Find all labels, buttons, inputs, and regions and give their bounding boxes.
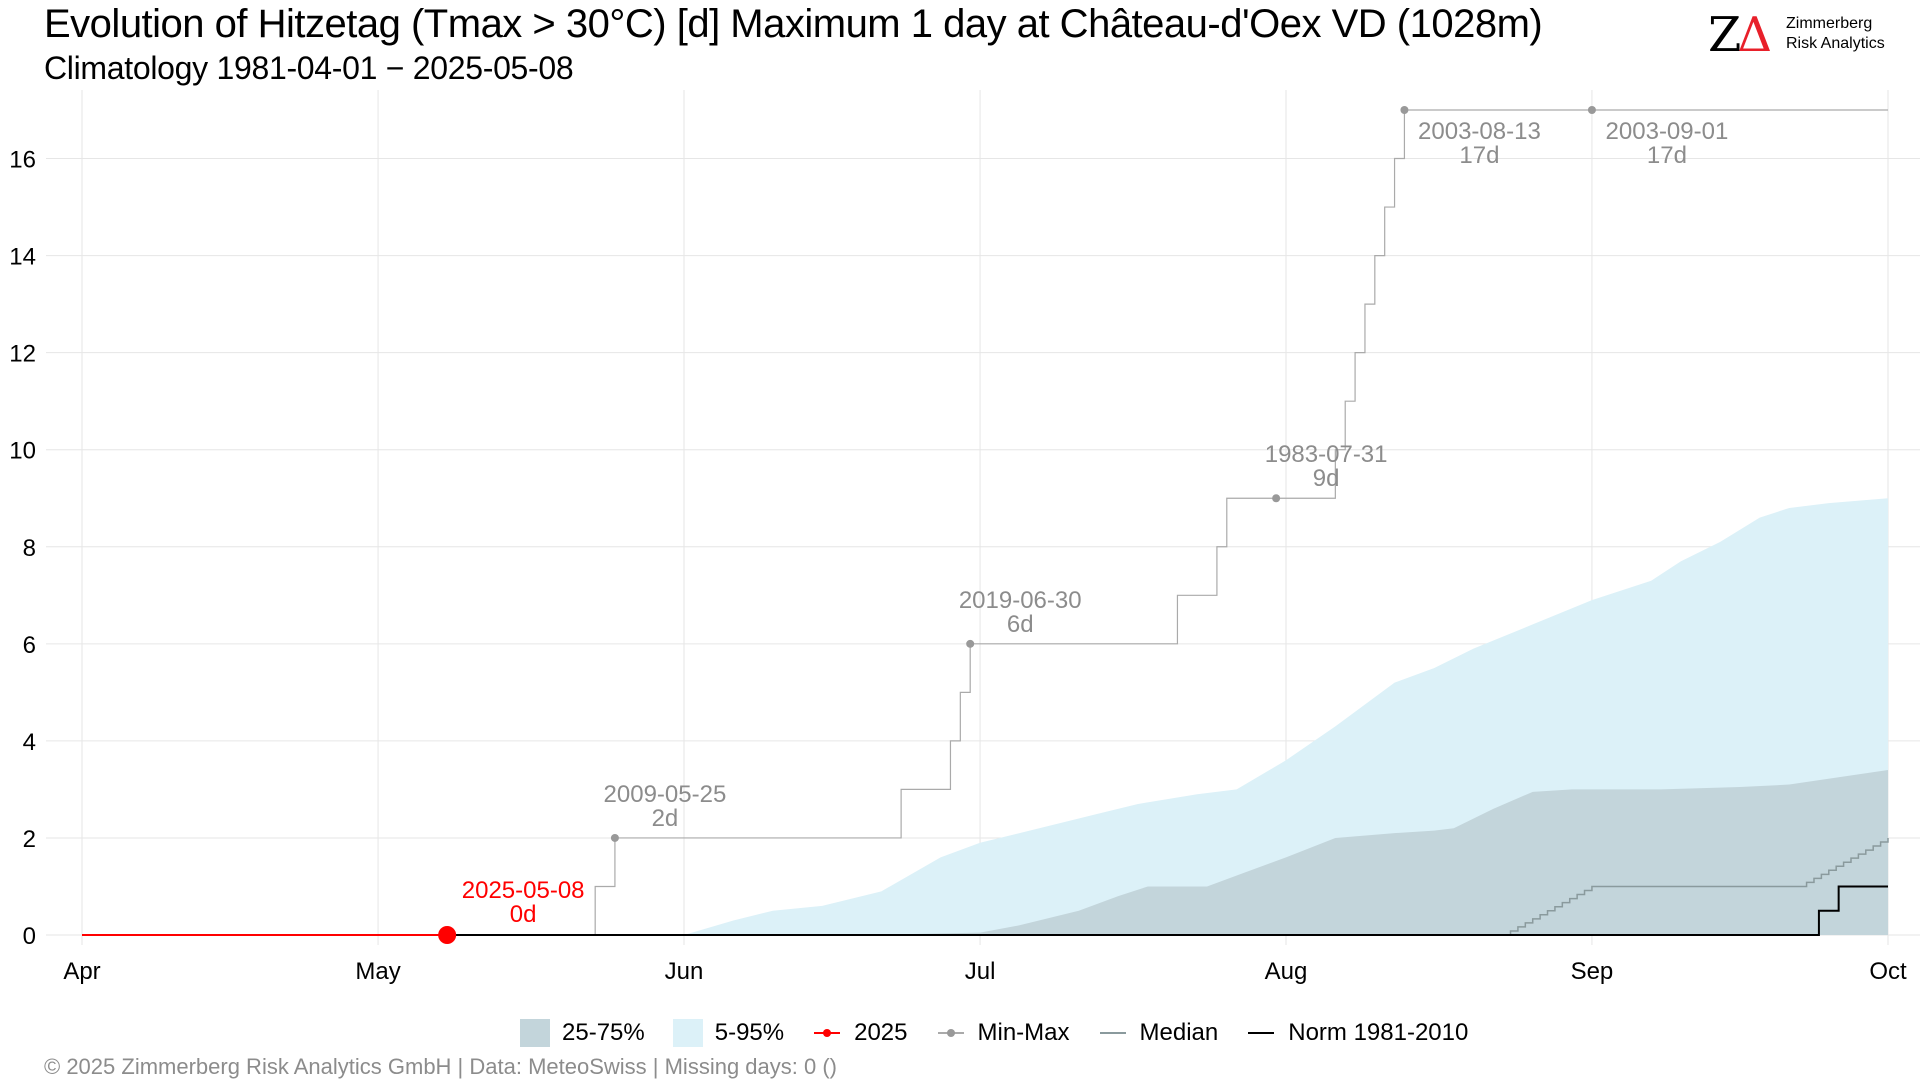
x-tick-label: Sep (1571, 958, 1614, 985)
x-tick-label: Aug (1265, 958, 1308, 985)
chart-subtitle: Climatology 1981-04-01 − 2025-05-08 (44, 50, 574, 86)
min-max-date-label: 1983-07-31 (1265, 441, 1388, 468)
legend-label-iqr: 25-75% (562, 1019, 645, 1046)
median-line (82, 837, 1889, 936)
legend-item-current: 2025 (812, 1019, 908, 1047)
min-max-date-label: 2003-09-01 (1606, 118, 1729, 145)
y-tick-label: 12 (9, 341, 36, 368)
min-max-point (610, 833, 619, 842)
min-max-date-label: 2019-06-30 (959, 587, 1082, 614)
current-date-label: 2025-05-08 (462, 877, 585, 904)
min-max-point (966, 639, 975, 648)
legend: 25-75% 5-95% 2025 Min-Max Median Norm 19… (520, 1016, 1496, 1050)
logo-line-2: Risk Analytics (1786, 35, 1885, 52)
min-max-value-label: 17d (1459, 142, 1499, 169)
x-tick-label: Oct (1869, 958, 1907, 985)
bands-layer (684, 498, 1888, 935)
legend-label-median: Median (1139, 1019, 1219, 1046)
company-logo: ZΔ Zimmerberg Risk Analytics (1708, 10, 1908, 60)
legend-item-p90: 5-95% (672, 1019, 785, 1047)
legend-label-p90: 5-95% (714, 1019, 785, 1046)
chart-title: Evolution of Hitzetag (Tmax > 30°C) [d] … (44, 2, 1543, 46)
min-max-point (1400, 106, 1409, 114)
legend-key-median (1098, 1019, 1128, 1047)
min-max-line (82, 109, 1888, 936)
legend-item-iqr: 25-75% (520, 1019, 645, 1047)
min-max-date-label: 2003-08-13 (1418, 118, 1541, 145)
legend-label-norm: Norm 1981-2010 (1288, 1019, 1469, 1046)
norm-line (82, 885, 1888, 936)
current-point (438, 926, 457, 944)
legend-label-minmax: Min-Max (977, 1019, 1070, 1046)
legend-swatch-iqr (520, 1019, 550, 1047)
legend-key-minmax (936, 1019, 966, 1047)
axis-labels: 0 2 4 6 8 10 12 14 16 Apr May Jun Jul Aug Sep Oct (9, 147, 1907, 985)
min-max-date-label: 2009-05-25 (604, 781, 727, 808)
min-max-value-label: 9d (1313, 465, 1340, 492)
logo-line-1: Zimmerberg (1786, 15, 1873, 32)
y-tick-label: 14 (9, 244, 36, 271)
legend-item-median: Median (1098, 1019, 1219, 1047)
y-tick-label: 8 (23, 535, 36, 562)
y-tick-label: 6 (23, 632, 36, 659)
logo-mark: ZΔ (1708, 7, 1772, 63)
legend-key-current (812, 1019, 842, 1047)
min-max-value-label: 17d (1647, 142, 1687, 169)
y-tick-label: 10 (9, 438, 36, 465)
y-tick-label: 4 (23, 729, 36, 756)
band-25-75 (861, 770, 1888, 935)
legend-item-minmax: Min-Max (936, 1019, 1070, 1047)
lines-layer (82, 109, 1889, 936)
legend-item-norm: Norm 1981-2010 (1246, 1019, 1468, 1047)
legend-label-current: 2025 (854, 1019, 908, 1046)
y-tick-label: 0 (23, 923, 36, 950)
legend-swatch-p90 (672, 1019, 703, 1047)
legend-key-norm (1246, 1019, 1276, 1047)
x-tick-label: Jul (965, 958, 996, 985)
x-tick-label: Apr (63, 958, 100, 985)
current-value-label: 0d (510, 901, 537, 928)
y-tick-label: 2 (23, 826, 36, 853)
x-tick-label: Jun (665, 958, 704, 985)
min-max-point (1587, 106, 1596, 114)
min-max-point (1272, 494, 1281, 503)
y-tick-label: 16 (9, 147, 36, 174)
logo-text: Zimmerberg Risk Analytics (1786, 14, 1885, 54)
min-max-value-label: 6d (1007, 611, 1034, 638)
x-tick-label: May (355, 958, 400, 985)
footer-credit: © 2025 Zimmerberg Risk Analytics GmbH | … (44, 1054, 837, 1079)
min-max-value-label: 2d (652, 805, 679, 832)
